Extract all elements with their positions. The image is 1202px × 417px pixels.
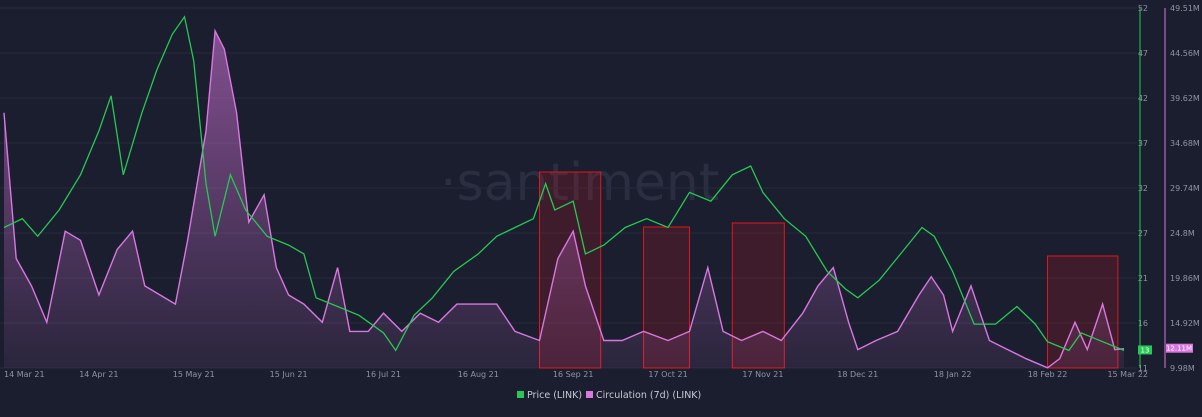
current-price-label: 13 — [1141, 346, 1150, 354]
x-axis-tick: 16 Sep 21 — [553, 370, 594, 379]
price-line — [3, 15, 1125, 352]
current-price-badge — [1138, 345, 1152, 355]
price-axis-tick: 47 — [1138, 49, 1148, 58]
circulation-axis-tick: 29.74M — [1170, 184, 1200, 193]
price-axis-tick: 52 — [1138, 4, 1148, 13]
circulation-axis-tick: 39.62M — [1170, 94, 1200, 103]
circulation-axis-tick: 24.8M — [1170, 229, 1195, 238]
legend-swatch — [586, 391, 593, 398]
axes: 52 49.51M 47 44.56M 42 39.62M 37 34.68M 32 29.74M… — [4, 4, 1200, 379]
price-axis-tick: 37 — [1138, 139, 1148, 148]
circulation-line — [3, 28, 1125, 369]
legend-label: Circulation (7d) (LINK) — [596, 390, 701, 401]
x-axis-tick: 18 Dec 21 — [837, 370, 878, 379]
x-axis-tick: 16 Aug 21 — [458, 370, 499, 379]
circulation-series — [3, 28, 1125, 369]
x-axis-tick: 15 Jun 21 — [270, 370, 308, 379]
santiment-watermark: ·santiment — [440, 153, 719, 213]
price-axis-tick: 32 — [1138, 184, 1148, 193]
x-axis-tick: 18 Jan 22 — [934, 370, 972, 379]
x-axis-tick: 15 Mar 22 — [1107, 370, 1148, 379]
x-axis-tick: 16 Jul 21 — [366, 370, 401, 379]
legend-label: Price (LINK) — [527, 390, 582, 401]
price-axis-tick: 21 — [1138, 274, 1148, 283]
price-axis-tick: 16 — [1138, 319, 1148, 328]
x-axis-tick: 14 Apr 21 — [79, 370, 118, 379]
price-axis-tick: 27 — [1138, 229, 1148, 238]
legend[interactable]: Price (LINK) Circulation (7d) (LINK) — [517, 390, 701, 401]
price-series — [3, 15, 1125, 352]
circulation-axis-tick: 19.86M — [1170, 274, 1200, 283]
price-axis-tick: 42 — [1138, 94, 1148, 103]
x-axis-tick: 14 Mar 21 — [4, 370, 45, 379]
circulation-axis-tick: 34.68M — [1170, 139, 1200, 148]
x-axis-tick: 15 May 21 — [173, 370, 215, 379]
x-axis-tick: 17 Oct 21 — [648, 370, 687, 379]
circulation-area — [4, 30, 1124, 369]
circulation-axis-tick: 14.92M — [1170, 319, 1200, 328]
circulation-axis-tick: 9.98M — [1170, 364, 1195, 373]
circulation-axis-tick: 49.51M — [1170, 4, 1200, 13]
current-circulation-label: 12.11M — [1166, 345, 1192, 353]
x-axis-tick: 17 Nov 21 — [742, 370, 783, 379]
price-axis-tick: 11 — [1138, 364, 1148, 373]
x-axis-tick: 18 Feb 22 — [1028, 370, 1068, 379]
circulation-axis-tick: 44.56M — [1170, 49, 1200, 58]
legend-swatch — [517, 391, 524, 398]
current-circulation-badge — [1166, 343, 1193, 353]
